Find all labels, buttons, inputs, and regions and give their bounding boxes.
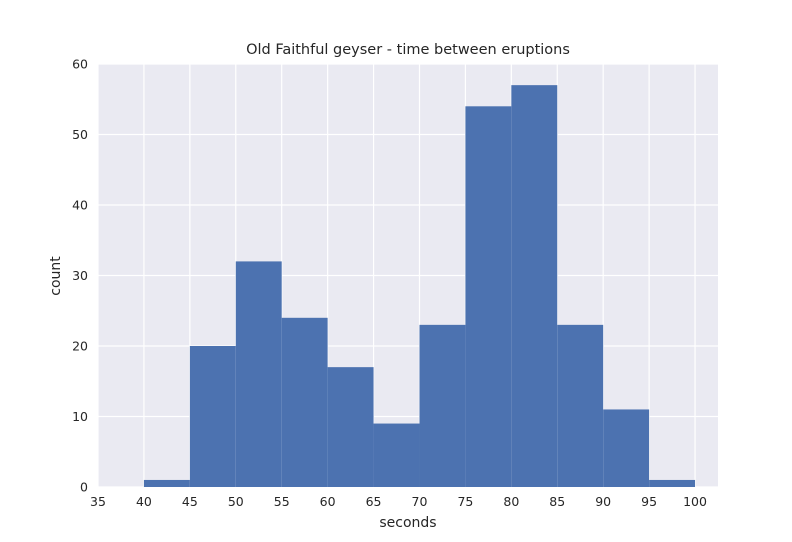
x-tick-label: 90 bbox=[595, 494, 611, 509]
y-tick-label: 50 bbox=[72, 127, 88, 142]
y-tick-label: 40 bbox=[72, 198, 88, 213]
x-tick-label: 100 bbox=[683, 494, 707, 509]
histogram-bar bbox=[419, 324, 466, 487]
x-tick-label: 75 bbox=[457, 494, 473, 509]
histogram-bar bbox=[327, 367, 374, 487]
histogram-bar bbox=[649, 479, 696, 487]
histogram-bar bbox=[511, 85, 558, 488]
y-tick-label: 60 bbox=[72, 57, 88, 72]
y-axis-label: count bbox=[48, 256, 64, 296]
y-tick-label: 0 bbox=[80, 480, 88, 495]
x-tick-label: 45 bbox=[182, 494, 198, 509]
x-tick-label: 55 bbox=[274, 494, 290, 509]
x-axis-ticks: 35 40 45 50 55 60 65 70 75 80 85 90 95 100 bbox=[90, 494, 707, 509]
chart-title: Old Faithful geyser - time between erupt… bbox=[246, 42, 570, 58]
histogram-bar bbox=[235, 261, 282, 487]
histogram-bar bbox=[603, 409, 650, 487]
x-tick-label: 40 bbox=[136, 494, 152, 509]
histogram-bar bbox=[189, 346, 236, 487]
x-tick-label: 70 bbox=[412, 494, 428, 509]
histogram-bar bbox=[373, 423, 420, 487]
y-tick-label: 20 bbox=[72, 339, 88, 354]
histogram-bar bbox=[465, 106, 512, 488]
histogram-bars bbox=[143, 85, 696, 488]
x-tick-label: 35 bbox=[90, 494, 106, 509]
x-tick-label: 80 bbox=[503, 494, 519, 509]
x-tick-label: 65 bbox=[366, 494, 382, 509]
histogram-bar bbox=[557, 324, 604, 487]
histogram-bar bbox=[143, 479, 190, 487]
x-tick-label: 85 bbox=[549, 494, 565, 509]
x-axis-label: seconds bbox=[379, 515, 436, 531]
x-tick-label: 60 bbox=[320, 494, 336, 509]
y-axis-ticks: 0 10 20 30 40 50 60 bbox=[72, 57, 88, 495]
x-tick-label: 95 bbox=[641, 494, 657, 509]
x-tick-label: 50 bbox=[228, 494, 244, 509]
histogram-bar bbox=[281, 317, 328, 487]
y-tick-label: 30 bbox=[72, 268, 88, 283]
y-tick-label: 10 bbox=[72, 409, 88, 424]
